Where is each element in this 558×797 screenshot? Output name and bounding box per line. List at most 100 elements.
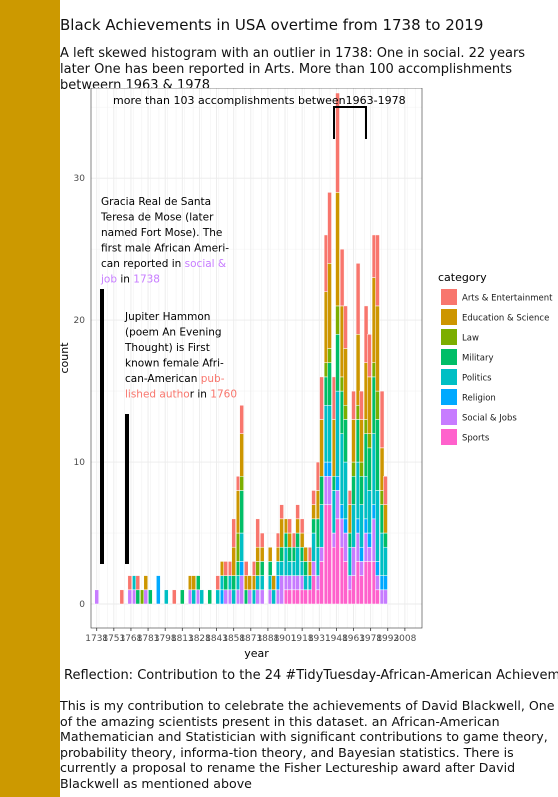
reflection-body: This is my contribution to celebrate the… — [60, 698, 555, 791]
bar-segment — [359, 546, 364, 562]
annotation-marker-1738 — [100, 289, 104, 564]
bar-segment — [223, 575, 228, 591]
bar-segment — [343, 532, 348, 562]
annotation-fort-mose-text: Teresa de Mose (later — [100, 212, 214, 224]
bar-segment — [319, 504, 324, 548]
bar-segment — [367, 433, 372, 449]
legend-key — [441, 429, 457, 445]
bar-segment — [343, 561, 348, 605]
bar-segment — [343, 405, 348, 420]
bar-segment — [295, 589, 300, 605]
bar-segment — [127, 589, 133, 605]
bar-segment — [335, 490, 340, 520]
x-tick-label: 1948 — [325, 634, 348, 644]
x-tick-label: 2008 — [393, 634, 416, 644]
range-bracket — [333, 106, 367, 139]
page-subtitle: A left skewed histogram with an outlier … — [60, 46, 526, 93]
bar-segment — [311, 575, 316, 605]
bar-segment — [231, 518, 236, 548]
bar-segment — [215, 589, 220, 605]
bar-segment — [359, 419, 364, 463]
bar-segment — [239, 561, 244, 576]
bar-segment — [359, 390, 364, 420]
bar-segment — [299, 518, 305, 534]
annotation-jupiter-hammon-text: 1760 — [210, 389, 237, 401]
x-tick-label: 1783 — [137, 634, 160, 644]
bar-segment — [375, 561, 380, 576]
bar-segment — [319, 376, 324, 420]
bar-segment — [303, 546, 308, 562]
bar-segment — [367, 490, 372, 534]
bar-segment — [207, 589, 212, 605]
bar-segment — [335, 192, 340, 307]
bar-segment — [319, 476, 324, 505]
bar-segment — [319, 419, 324, 477]
bar-segment — [267, 546, 273, 562]
bar-segment — [359, 575, 364, 605]
bar-segment — [196, 575, 201, 591]
bar-segment — [375, 589, 380, 605]
bar-segment — [295, 518, 300, 534]
bar-segment — [259, 561, 265, 576]
bar-segment — [311, 490, 316, 505]
bar-segment — [279, 518, 284, 548]
bar-segment — [379, 390, 385, 449]
bar-segment — [359, 476, 364, 505]
bar-segment — [223, 589, 228, 605]
bar-segment — [311, 561, 316, 576]
bar-segment — [367, 546, 372, 562]
annotation-fort-mose-text: named Fort Mose). The — [101, 227, 222, 239]
bar-segment — [327, 461, 332, 477]
bar-segment — [367, 532, 372, 548]
bar-segment — [375, 490, 380, 562]
bar-segment — [127, 575, 133, 591]
legend-label: Politics — [462, 374, 492, 384]
annotation-fort-mose-line: Teresa de Mose (later — [100, 212, 214, 224]
bar-segment — [231, 575, 236, 591]
bar-segment — [303, 589, 308, 605]
annotation-fort-mose-text: Gracia Real de Santa — [101, 196, 211, 208]
bar-segment — [351, 390, 356, 420]
bar-segment — [367, 376, 372, 434]
x-tick-label: 1993 — [376, 634, 399, 644]
x-tick-label: 1978 — [359, 634, 382, 644]
annotation-jupiter-hammon-text: known female Afri- — [125, 358, 224, 370]
annotation-fort-mose-line: named Fort Mose). The — [101, 227, 222, 239]
bar-segment — [351, 575, 356, 605]
x-tick-label: 1843 — [205, 634, 228, 644]
legend-label: Arts & Entertainment — [462, 294, 553, 304]
bar-segment — [279, 546, 284, 562]
x-tick-label: 1768 — [119, 634, 142, 644]
x-tick-label: 1858 — [222, 634, 245, 644]
legend-label: Social & Jobs — [462, 414, 517, 424]
bar-segment — [255, 589, 260, 605]
bar-segment — [335, 390, 340, 477]
annotation-marker-1760 — [125, 414, 129, 564]
legend-key — [441, 289, 457, 305]
bar-segment — [143, 589, 149, 605]
bar-segment — [343, 461, 348, 520]
bar-segment — [279, 575, 284, 605]
x-tick-label: 1738 — [85, 634, 108, 644]
bar-segment — [367, 561, 372, 605]
legend-key — [441, 369, 457, 385]
bar-segment — [335, 334, 340, 392]
bar-segment — [287, 575, 292, 591]
legend-key — [441, 409, 457, 425]
bar-segment — [231, 546, 236, 576]
bar-segment — [271, 575, 276, 591]
annotation-fort-mose-line: can reported in social & — [101, 258, 226, 270]
bar-segment — [303, 575, 308, 591]
annotation-fort-mose-text: in — [117, 274, 133, 286]
annotation-jupiter-hammon-line: can-American pub- — [125, 373, 225, 385]
bar-segment — [299, 532, 305, 548]
x-tick-label: 1901 — [274, 634, 297, 644]
bar-segment — [243, 561, 249, 576]
bar-segment — [295, 575, 300, 591]
bar-segment — [359, 504, 364, 548]
bar-segment — [339, 248, 345, 307]
page-title: Black Achievements in USA overtime from … — [60, 16, 484, 34]
bar-segment — [303, 561, 308, 576]
legend-label: Military — [462, 354, 494, 364]
plot-border — [90, 88, 423, 629]
